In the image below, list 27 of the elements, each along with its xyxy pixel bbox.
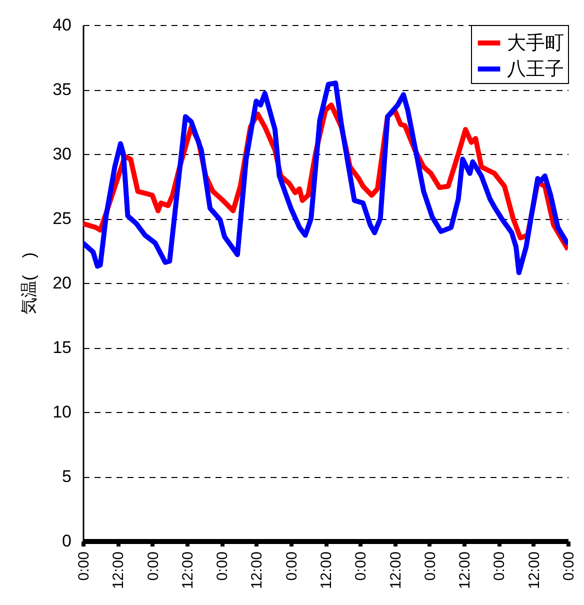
y-tick-label: 5 (62, 467, 72, 486)
y-tick-label: 20 (52, 274, 72, 292)
y-tick-label: 10 (52, 402, 72, 422)
x-tick-label: 12:00 (387, 552, 404, 590)
x-tick-label: 0:00 (352, 552, 370, 581)
y-tick-label: 35 (52, 80, 72, 99)
x-tick-label: 12:00 (248, 552, 266, 590)
legend-label: 八王子 (507, 59, 564, 80)
x-tick-label: 12:00 (526, 552, 543, 590)
x-tick-label: 12:00 (456, 552, 474, 590)
x-tick-label: 12:00 (179, 552, 196, 590)
x-tick-label: 0:00 (491, 552, 508, 581)
x-tick-label: 12:00 (110, 552, 128, 590)
x-tick-label: 0:00 (560, 552, 578, 581)
x-tick-label: 0:00 (76, 552, 92, 581)
legend-label: 大手町 (507, 33, 564, 54)
x-tick-label: 0:00 (422, 552, 439, 581)
y-tick-label: 40 (52, 16, 72, 34)
y-tick-label: 30 (52, 144, 72, 164)
y-tick-label: 15 (52, 338, 72, 357)
y-axis-title: 気温( ) (20, 252, 39, 315)
x-tick-label: 12:00 (318, 552, 335, 590)
x-tick-label: 0:00 (283, 552, 300, 581)
x-tick-label: 0:00 (214, 552, 232, 581)
y-tick-label: 0 (62, 532, 72, 550)
x-tick-label: 0:00 (144, 552, 162, 581)
y-tick-label: 25 (52, 209, 72, 228)
